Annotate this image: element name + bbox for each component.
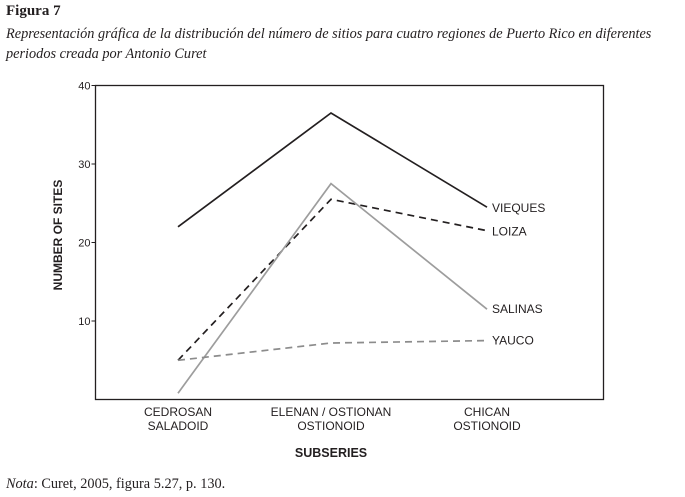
series-label-loiza: LOIZA — [492, 225, 527, 239]
x-tick-label: SALADOID — [148, 419, 209, 433]
series-lines — [177, 111, 488, 394]
series-line-salinas — [177, 182, 488, 394]
x-tick-label: ELENAN / OSTIONAN — [271, 405, 392, 419]
figure-note: Nota: Curet, 2005, figura 5.27, p. 130. — [6, 476, 225, 493]
series-line-loiza — [177, 198, 488, 361]
series-line-yauco — [177, 339, 488, 362]
series-label-vieques: VIEQUES — [492, 201, 545, 215]
y-tick-label: 10 — [78, 316, 90, 328]
series-labels: VIEQUES LOIZA SALINAS YAUCO — [492, 201, 545, 347]
y-tick-label: 30 — [78, 159, 90, 171]
figure-label: Figura 7 — [6, 3, 61, 19]
note-prefix: Nota — [6, 476, 34, 492]
series-label-yauco: YAUCO — [492, 334, 534, 348]
y-tick-label: 20 — [78, 238, 90, 250]
y-axis-ticks: 10 20 30 40 — [78, 81, 96, 328]
note-text: : Curet, 2005, figura 5.27, p. 130. — [33, 476, 226, 492]
x-tick-label: CHICAN — [464, 405, 510, 419]
series-line-vieques — [177, 111, 488, 228]
x-tick-label: OSTIONOID — [453, 419, 521, 433]
y-axis-label: NUMBER OF SITES — [51, 180, 65, 291]
plot-frame — [94, 84, 605, 401]
figure-caption: Representación gráfica de la distribució… — [6, 26, 652, 62]
x-tick-label: CEDROSAN — [144, 405, 212, 419]
x-tick-label: OSTIONOID — [297, 419, 365, 433]
y-tick-label: 40 — [78, 81, 90, 93]
series-label-salinas: SALINAS — [492, 302, 543, 316]
x-axis-label: SUBSERIES — [295, 446, 367, 460]
